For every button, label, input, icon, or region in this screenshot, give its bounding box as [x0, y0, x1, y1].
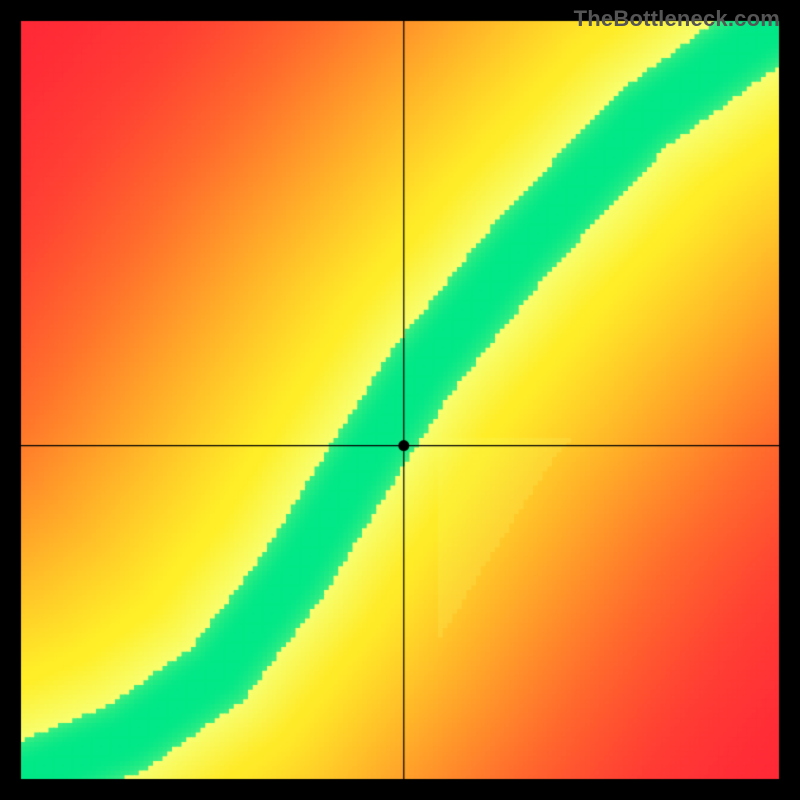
chart-container: TheBottleneck.com — [0, 0, 800, 800]
bottleneck-heatmap-canvas — [0, 0, 800, 800]
watermark-text: TheBottleneck.com — [574, 6, 780, 32]
